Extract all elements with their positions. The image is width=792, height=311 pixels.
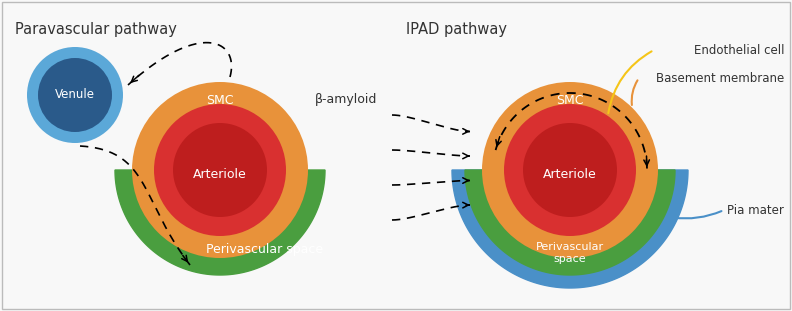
Text: Pia mater: Pia mater	[727, 203, 784, 216]
Text: Perivascular space: Perivascular space	[207, 244, 324, 257]
Text: Paravascular pathway: Paravascular pathway	[15, 22, 177, 37]
Text: Venule: Venule	[55, 89, 95, 101]
Circle shape	[132, 82, 308, 258]
Circle shape	[173, 123, 267, 217]
Circle shape	[523, 123, 617, 217]
Text: SMC: SMC	[556, 94, 584, 106]
Polygon shape	[452, 170, 688, 288]
Circle shape	[27, 47, 123, 143]
Text: Basement membrane: Basement membrane	[656, 72, 784, 85]
Polygon shape	[465, 170, 675, 275]
Circle shape	[482, 82, 658, 258]
Circle shape	[38, 58, 112, 132]
Text: Arteriole: Arteriole	[543, 169, 597, 182]
Circle shape	[154, 104, 286, 236]
Text: Perivascular
space: Perivascular space	[536, 242, 604, 264]
Text: Arteriole: Arteriole	[193, 169, 247, 182]
Text: β-amyloid: β-amyloid	[314, 94, 377, 106]
Text: IPAD pathway: IPAD pathway	[406, 22, 507, 37]
Polygon shape	[115, 170, 325, 275]
Text: SMC: SMC	[206, 94, 234, 106]
Text: Endothelial cell: Endothelial cell	[694, 44, 784, 57]
Circle shape	[504, 104, 636, 236]
